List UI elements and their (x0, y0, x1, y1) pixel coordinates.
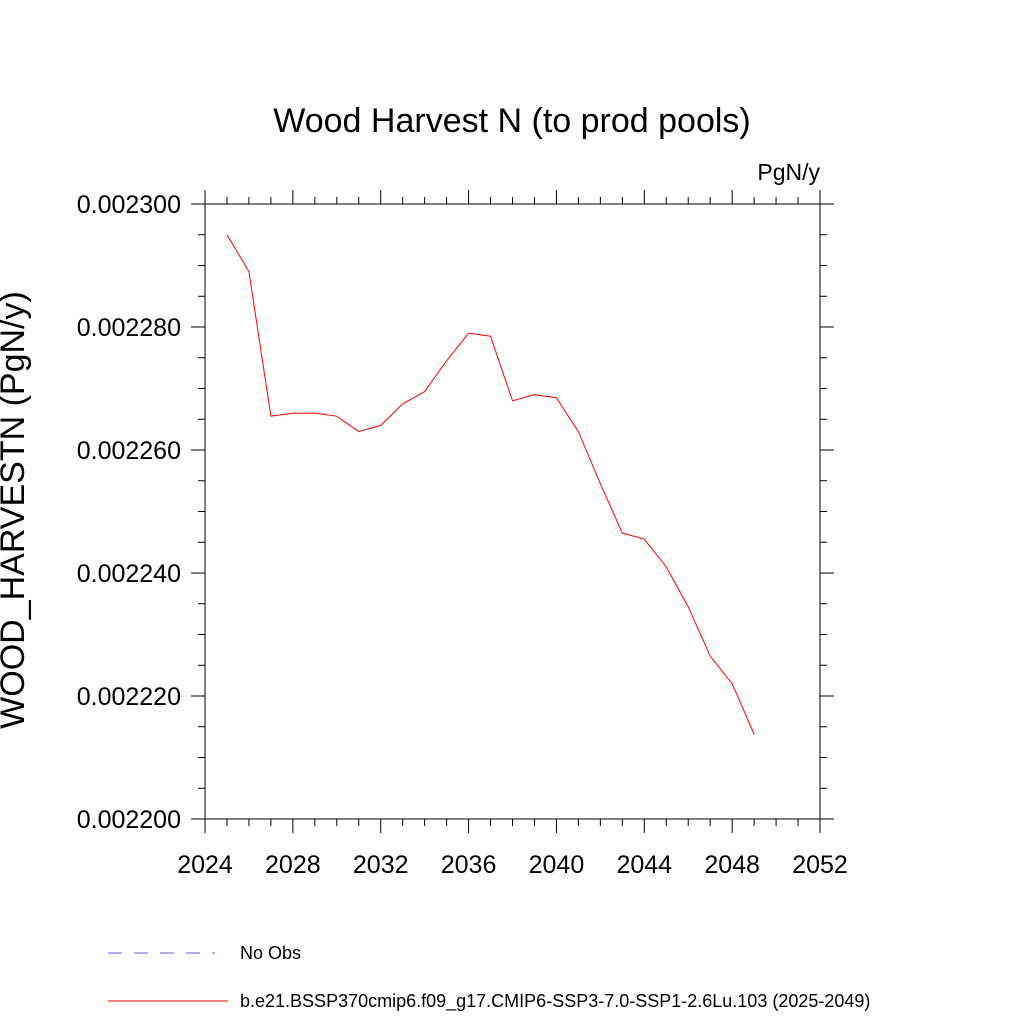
legend-label: No Obs (240, 943, 301, 963)
x-tick-label: 2044 (616, 851, 672, 879)
x-tick-label: 2036 (441, 851, 497, 879)
x-axis: 2024 2028 2032 2036 2040 2044 2048 2052 (177, 190, 848, 879)
x-tick-label: 2052 (792, 851, 848, 879)
data-series (226, 234, 755, 735)
y-tick-label: 0.002260 (77, 437, 181, 465)
y-tick-label: 0.002220 (77, 683, 181, 711)
plot-frame (204, 203, 821, 820)
legend: No Obs b.e21.BSSP370cmip6.f09_g17.CMIP6-S… (108, 943, 870, 1012)
y-tick-label: 0.002200 (77, 806, 181, 834)
y-tick-label: 0.002300 (77, 191, 181, 219)
plot-area (204, 203, 821, 820)
chart-title: Wood Harvest N (to prod pools) (273, 102, 750, 140)
y-axis-label: WOOD_HARVESTN (PgN/y) (0, 291, 32, 729)
units-label: PgN/y (757, 159, 820, 185)
x-tick-label: 2024 (177, 851, 233, 879)
x-tick-label: 2032 (353, 851, 409, 879)
y-tick-label: 0.002240 (77, 560, 181, 588)
x-tick-label: 2040 (529, 851, 585, 879)
x-tick-label: 2028 (265, 851, 321, 879)
series-line (226, 234, 755, 735)
legend-label: b.e21.BSSP370cmip6.f09_g17.CMIP6-SSP3-7.… (240, 991, 870, 1012)
y-axis: 0.002200 0.002220 0.002240 0.002260 0.002280… (77, 191, 834, 834)
y-tick-label: 0.002280 (77, 314, 181, 342)
x-tick-label: 2048 (704, 851, 760, 879)
